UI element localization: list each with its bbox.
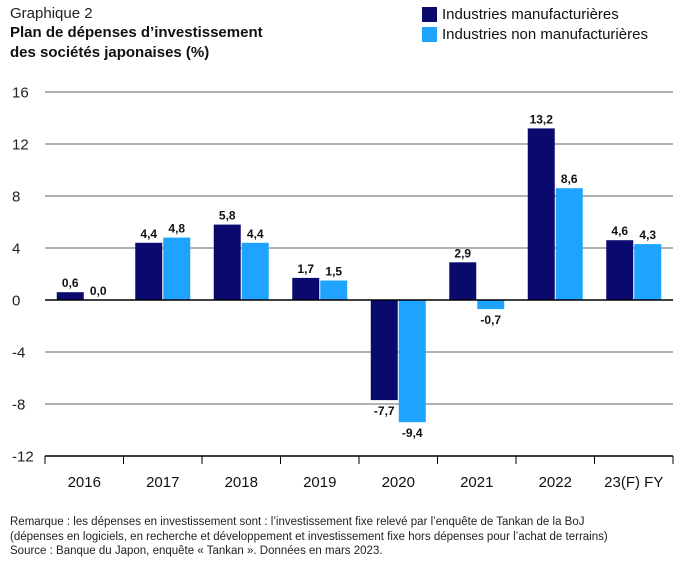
x-tick-label: 2016: [68, 474, 101, 491]
note-source: Source : Banque du Japon, enquête « Tank…: [10, 545, 383, 557]
chart-title-block: Graphique 2 Plan de dépenses d’investiss…: [10, 4, 263, 63]
data-label: 5,8: [219, 209, 236, 223]
chart-title-line-2: des sociétés japonaises (%): [10, 44, 210, 61]
bar: [241, 242, 269, 300]
x-tick-label: 2021: [460, 474, 493, 491]
y-tick-label: -4: [12, 345, 25, 362]
legend-item-manufacturing: Industries manufacturières: [422, 4, 648, 24]
bar: [56, 292, 84, 300]
data-label: 1,5: [325, 265, 342, 279]
y-tick-label: 8: [12, 189, 20, 206]
data-label: 4,3: [639, 228, 656, 242]
legend-item-non-manufacturing: Industries non manufacturières: [422, 24, 648, 44]
data-label: 0,6: [62, 276, 79, 290]
y-tick-label: -8: [12, 397, 25, 414]
x-tick-label: 2017: [146, 474, 179, 491]
bar: [555, 188, 583, 300]
bar: [292, 277, 320, 300]
chart-kicker: Graphique 2: [10, 5, 93, 22]
chart-notes: Remarque : les dépenses en investissemen…: [10, 515, 675, 559]
bar: [477, 300, 505, 310]
data-label: 4,4: [247, 227, 264, 241]
x-tick-label: 2020: [382, 474, 415, 491]
data-label: 0,0: [90, 284, 107, 298]
bar: [634, 244, 662, 300]
bar: [135, 242, 163, 300]
note-remark-line-1: Remarque : les dépenses en investissemen…: [10, 516, 585, 528]
legend-label-non-manufacturing: Industries non manufacturières: [442, 25, 648, 43]
y-tick-label: 12: [12, 137, 29, 154]
data-label: -0,7: [480, 313, 501, 327]
legend-swatch-non-manufacturing: [422, 26, 437, 42]
data-label: 4,8: [168, 222, 185, 236]
bar: [606, 240, 634, 300]
y-tick-label: 4: [12, 241, 20, 258]
chart-title-line-1: Plan de dépenses d’investissement: [10, 24, 263, 41]
legend-label-manufacturing: Industries manufacturières: [442, 5, 619, 23]
data-label: -9,4: [402, 426, 423, 440]
bar: [370, 300, 398, 401]
bar: [449, 262, 477, 300]
bar: [398, 300, 426, 423]
y-tick-label: 0: [12, 293, 20, 310]
data-label: 13,2: [530, 112, 554, 126]
note-remark-line-2: (dépenses en logiciels, en recherche et …: [10, 530, 608, 543]
bar-chart: 16 12 8 4 0 -4 -8 -12 0,6 4,4 5,8 1,7 -7,7 2,9 13,2 4,6…: [12, 85, 674, 491]
bar: [527, 128, 555, 300]
data-label: 2,9: [454, 246, 471, 260]
data-label: 1,7: [297, 262, 314, 276]
x-tick-label: 2022: [539, 474, 572, 491]
data-label: -7,7: [374, 404, 395, 418]
x-tick-label: 23(F) FY: [604, 474, 663, 491]
data-label: 8,6: [561, 172, 578, 186]
x-tick-label: 2018: [225, 474, 258, 491]
data-label: 4,4: [140, 227, 157, 241]
x-tick-label: 2019: [303, 474, 336, 491]
bar: [163, 237, 191, 300]
legend-swatch-manufacturing: [422, 6, 437, 22]
bar: [213, 224, 241, 300]
data-label: 4,6: [611, 224, 628, 238]
y-tick-label: -12: [12, 449, 34, 466]
bar: [320, 280, 348, 300]
chart-legend: Industries manufacturières Industries no…: [422, 4, 648, 44]
y-tick-label: 16: [12, 85, 29, 102]
